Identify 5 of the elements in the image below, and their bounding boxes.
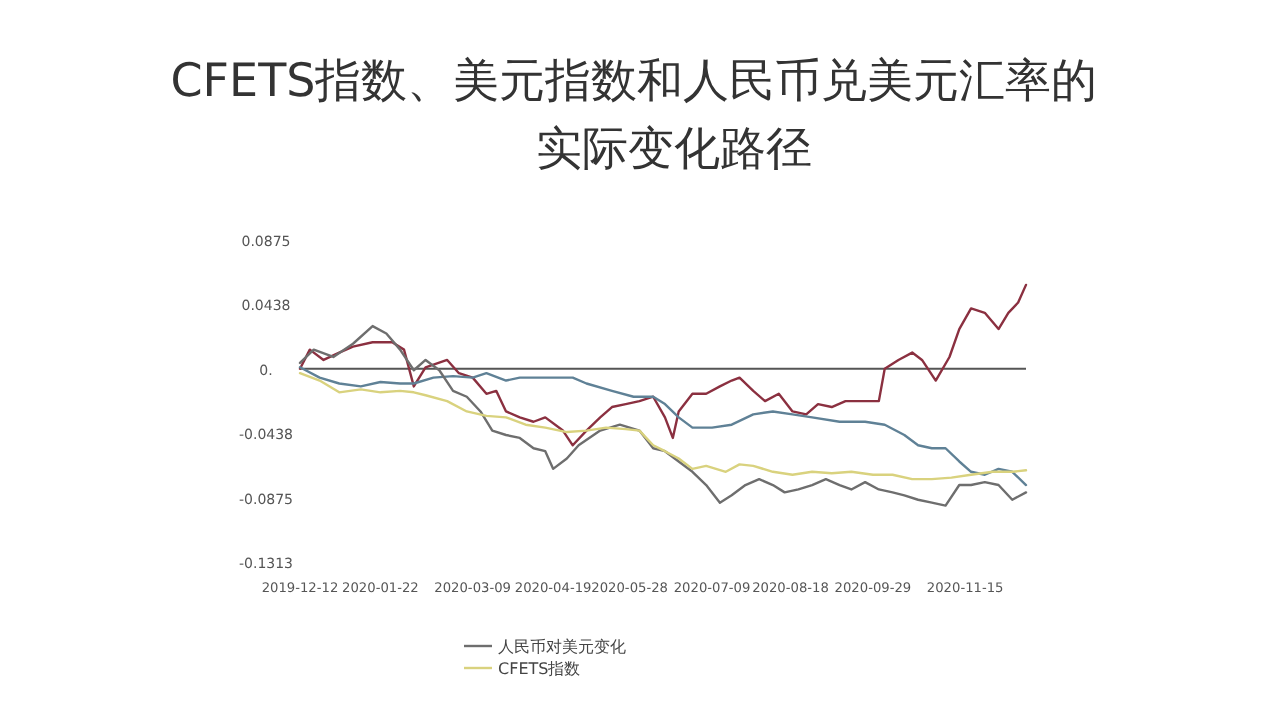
- line-series: [298, 283, 1028, 447]
- line-series: [298, 324, 1028, 507]
- legend-label: 人民币对美元变化: [498, 638, 626, 656]
- chart-title: CFETS指数、美元指数和人民币兑美元汇率的实际变化路径: [170, 56, 1098, 176]
- legend-label: CFETS指数: [498, 660, 581, 678]
